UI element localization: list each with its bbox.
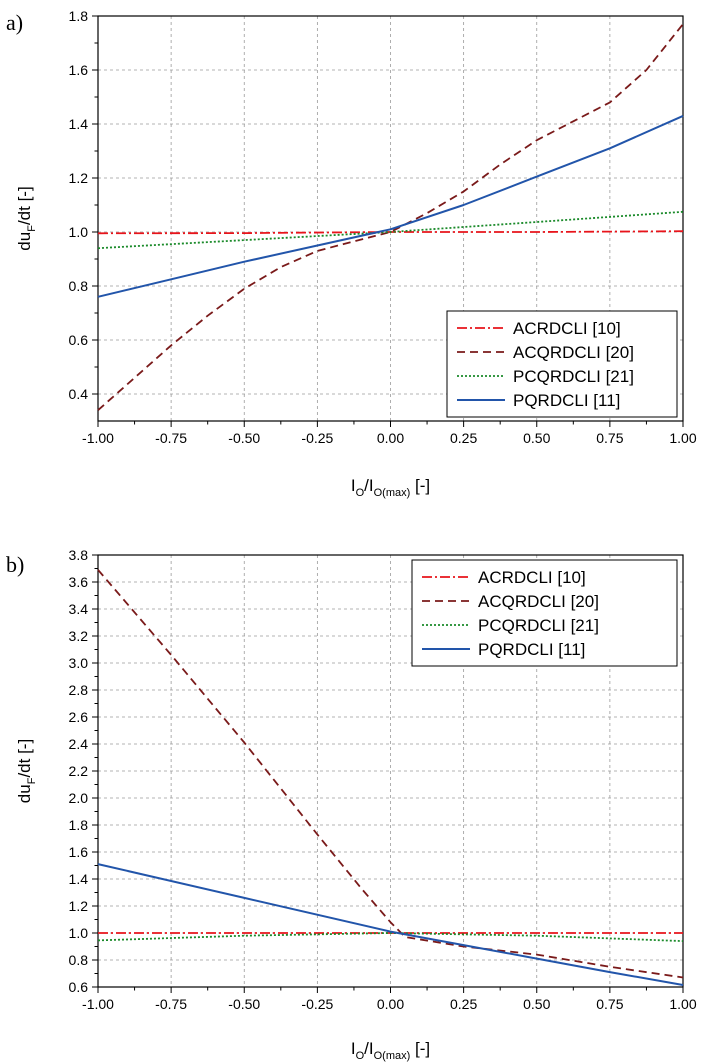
x-tick-label: 0.50: [523, 996, 550, 1012]
x-axis-title-slash: /I: [364, 1039, 373, 1058]
y-tick-label: 0.8: [69, 278, 89, 294]
y-tick-label: 1.0: [69, 925, 89, 941]
x-axis-title: IO/IO(max) [-]: [351, 476, 430, 499]
x-axis-title-sub2: O(max): [374, 1050, 411, 1062]
x-tick-label: -0.50: [228, 430, 260, 446]
x-tick-label: -1.00: [82, 996, 114, 1012]
legend-label-pcqrdcli-21: PCQRDCLI [21]: [478, 616, 599, 635]
y-tick-label: 1.2: [69, 170, 89, 186]
y-tick-label: 1.4: [69, 871, 89, 887]
y-tick-label: 0.6: [69, 332, 89, 348]
x-tick-label: 0.75: [596, 430, 623, 446]
legend-label-acqrdcli-20: ACQRDCLI [20]: [513, 343, 634, 362]
legend-label-pqrdcli-11: PQRDCLI [11]: [478, 640, 585, 659]
x-axis-title: IO/IO(max) [-]: [351, 1039, 430, 1062]
x-tick-label: -0.25: [301, 430, 333, 446]
y-axis-title-rest: /dt [-]: [15, 739, 34, 778]
y-tick-label: 1.8: [69, 817, 89, 833]
y-tick-label: 3.6: [69, 574, 89, 590]
x-tick-label: -0.75: [155, 996, 187, 1012]
y-axis-title-main: du: [15, 784, 34, 803]
x-axis-title-slash: /I: [364, 476, 373, 495]
y-tick-label: 1.2: [69, 898, 89, 914]
x-tick-label: 1.00: [669, 996, 696, 1012]
y-tick-label: 0.6: [69, 979, 89, 995]
chart-panel-b: b) -1.00 -0.75 -0.50 -0.25 0.00 0.25 0.50 0.75 1.…: [6, 547, 697, 1062]
y-tick-label: 1.6: [69, 62, 89, 78]
x-tick-label: -1.00: [82, 430, 114, 446]
y-tick-label: 0.8: [69, 952, 89, 968]
y-tick-label: 2.0: [69, 790, 89, 806]
legend-label-acrdcli-10: ACRDCLI [10]: [513, 319, 621, 338]
x-tick-label: 0.50: [523, 430, 550, 446]
x-tick-label: 0.00: [377, 430, 404, 446]
legend-label-pqrdcli-11: PQRDCLI [11]: [513, 391, 620, 410]
y-tick-label: 2.2: [69, 763, 89, 779]
y-tick-label: 0.4: [69, 386, 89, 402]
legend-label-pcqrdcli-21: PCQRDCLI [21]: [513, 367, 634, 386]
x-axis-title-unit: [-]: [410, 476, 430, 495]
y-tick-label: 3.4: [69, 601, 89, 617]
y-axis-title-rest: /dt [-]: [15, 186, 34, 225]
x-axis-title-unit: [-]: [410, 1039, 430, 1058]
legend: ACRDCLI [10] ACQRDCLI [20] PCQRDCLI [21] PQ…: [412, 560, 677, 666]
x-tick-label: -0.25: [301, 996, 333, 1012]
x-tick-label: 0.75: [596, 996, 623, 1012]
y-axis-title-main: du: [15, 232, 34, 251]
panel-label: b): [6, 552, 24, 577]
y-tick-label: 3.2: [69, 628, 89, 644]
y-tick-label: 2.6: [69, 709, 89, 725]
y-tick-label: 1.0: [69, 224, 89, 240]
y-tick-label: 1.8: [69, 8, 89, 24]
series-line-pqrdcli-11: [98, 864, 683, 985]
x-tick-label: 1.00: [669, 430, 696, 446]
x-tick-label: 0.25: [450, 996, 477, 1012]
y-axis-title: duF/dt [-]: [15, 739, 38, 803]
y-tick-label: 3.8: [69, 547, 89, 563]
legend-label-acrdcli-10: ACRDCLI [10]: [478, 568, 586, 587]
y-tick-label: 2.4: [69, 736, 89, 752]
chart-panel-a: a) -1.00 -0.75 -0.50 -0.25 0.00 0.25 0.50 0.75 1.…: [6, 8, 697, 499]
legend-label-acqrdcli-20: ACQRDCLI [20]: [478, 592, 599, 611]
y-tick-label: 3.0: [69, 655, 89, 671]
y-tick-label: 1.4: [69, 116, 89, 132]
y-axis-title: duF/dt [-]: [15, 186, 38, 250]
x-tick-label: 0.25: [450, 430, 477, 446]
y-tick-label: 1.6: [69, 844, 89, 860]
x-tick-label: -0.75: [155, 430, 187, 446]
panel-label: a): [6, 10, 23, 35]
x-axis-title-sub2: O(max): [374, 487, 411, 499]
legend: ACRDCLI [10] ACQRDCLI [20] PCQRDCLI [21] PQ…: [447, 311, 677, 417]
y-tick-label: 2.8: [69, 682, 89, 698]
x-tick-label: -0.50: [228, 996, 260, 1012]
x-tick-label: 0.00: [377, 996, 404, 1012]
